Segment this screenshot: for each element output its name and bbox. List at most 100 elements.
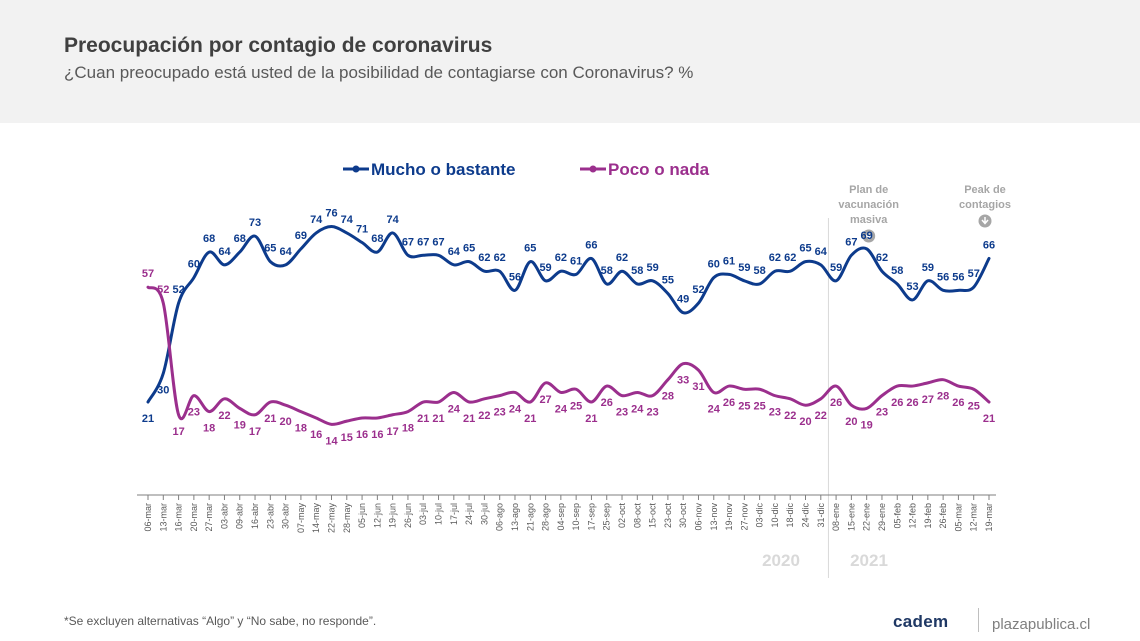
down-arrow-glyph [865, 232, 873, 240]
x-tick-label: 08-oct [632, 503, 642, 529]
data-label: 57 [968, 268, 980, 280]
data-label: 59 [738, 262, 750, 274]
data-label: 25 [968, 400, 980, 412]
legend-label-2: Poco o nada [608, 160, 710, 179]
data-label: 23 [494, 407, 506, 419]
data-label: 15 [341, 432, 353, 444]
data-label: 24 [631, 403, 644, 415]
data-label: 62 [478, 252, 490, 264]
x-tick-label: 13-mar [158, 503, 168, 532]
x-tick-label: 05-feb [892, 503, 902, 529]
data-label: 53 [906, 281, 918, 293]
data-label: 61 [723, 255, 735, 267]
data-label: 62 [876, 252, 888, 264]
data-label: 21 [432, 413, 444, 425]
series-line-1 [146, 225, 991, 404]
data-label: 23 [769, 407, 781, 419]
x-tick-label: 28-ago [541, 503, 551, 531]
x-tick-label: 02-oct [617, 503, 627, 529]
data-label: 25 [570, 400, 582, 412]
data-label: 67 [845, 236, 857, 248]
data-label: 16 [356, 429, 368, 441]
x-tick-label: 04-sep [556, 503, 566, 531]
data-label: 26 [906, 397, 918, 409]
x-tick-label: 15-oct [648, 503, 658, 529]
data-label: 52 [172, 284, 184, 296]
x-tick-label: 10-dic [770, 503, 780, 528]
data-label: 76 [325, 208, 337, 220]
x-tick-label: 05-mar [953, 503, 963, 532]
x-tick-label: 10-jul [434, 503, 444, 525]
data-label: 21 [417, 413, 429, 425]
data-label: 26 [952, 397, 964, 409]
data-label: 67 [402, 236, 414, 248]
x-tick-label: 16-mar [174, 503, 184, 532]
x-tick-label: 14-may [311, 503, 321, 534]
data-label: 62 [784, 252, 796, 264]
page-subtitle: ¿Cuan preocupado está usted de la posibi… [64, 63, 694, 82]
annotation-text: contagios [959, 199, 1011, 211]
data-label: 56 [509, 271, 521, 283]
x-tick-label: 25-sep [602, 503, 612, 531]
x-tick-label: 03-jul [418, 503, 428, 525]
data-label: 58 [631, 265, 643, 277]
data-label: 23 [646, 407, 658, 419]
x-tick-label: 19-mar [984, 503, 994, 532]
annotation-text: Plan de [849, 184, 888, 196]
data-label: 67 [432, 236, 444, 248]
data-label: 22 [218, 410, 230, 422]
x-tick-label: 07-may [296, 503, 306, 534]
data-label: 59 [922, 262, 934, 274]
data-label: 68 [371, 233, 383, 245]
x-tick-label: 22-may [326, 503, 336, 534]
data-label: 25 [754, 400, 766, 412]
data-label: 17 [387, 426, 399, 438]
x-tick-label: 29-ene [877, 503, 887, 531]
cadem-logo: cadem [893, 612, 949, 631]
x-tick-label: 03-abr [219, 503, 229, 529]
data-label: 23 [876, 407, 888, 419]
data-label: 71 [356, 224, 368, 236]
data-label: 19 [861, 419, 873, 431]
data-label: 20 [845, 416, 857, 428]
data-label: 24 [708, 403, 721, 415]
data-label: 58 [601, 265, 613, 277]
x-tick-label: 30-jul [479, 503, 489, 525]
data-label: 62 [494, 252, 506, 264]
series-lines [146, 225, 991, 426]
data-label: 21 [264, 413, 276, 425]
data-label: 24 [448, 403, 461, 415]
x-tick-label: 10-sep [571, 503, 581, 531]
x-tick-label: 28-may [342, 503, 352, 534]
x-tick-label: 09-abr [235, 503, 245, 529]
data-label: 59 [830, 262, 842, 274]
data-label: 21 [524, 413, 536, 425]
data-label: 25 [738, 400, 750, 412]
x-tick-label: 03-dic [755, 503, 765, 528]
x-tick-label: 23-abr [265, 503, 275, 529]
data-label: 68 [234, 233, 246, 245]
data-label: 21 [983, 413, 995, 425]
annotation-text: Peak de [964, 184, 1006, 196]
data-label: 18 [203, 423, 215, 435]
data-label: 16 [310, 429, 322, 441]
data-label: 58 [891, 265, 903, 277]
page-title: Preocupación por contagio de coronavirus [64, 34, 493, 57]
site-link[interactable]: plazapublica.cl [992, 616, 1091, 633]
x-tick-label: 06-ago [495, 503, 505, 531]
data-label: 52 [692, 284, 704, 296]
x-tick-label: 08-ene [831, 503, 841, 531]
x-tick-label: 20-mar [189, 503, 199, 532]
annotation-text: masiva [850, 214, 888, 226]
data-label: 31 [692, 381, 704, 393]
x-tick-label: 30-oct [678, 503, 688, 529]
data-label: 21 [142, 413, 154, 425]
data-label: 52 [157, 284, 169, 296]
data-label: 16 [371, 429, 383, 441]
series-line-2 [146, 285, 991, 426]
data-label: 33 [677, 375, 689, 387]
data-label: 55 [662, 275, 674, 287]
x-tick-label: 13-ago [510, 503, 520, 531]
data-label: 62 [555, 252, 567, 264]
data-label: 23 [188, 407, 200, 419]
